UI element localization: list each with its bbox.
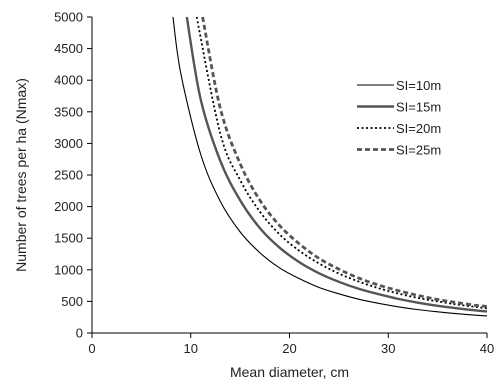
y-tick-label: 0 (76, 326, 83, 341)
y-tick-label: 500 (61, 294, 83, 309)
y-tick-label: 4000 (54, 73, 83, 88)
x-tick-label: 0 (88, 341, 95, 356)
y-tick-label: 2500 (54, 168, 83, 183)
series-line-4 (201, 16, 488, 308)
x-axis-title: Mean diameter, cm (230, 364, 349, 380)
y-tick-label: 1500 (54, 231, 83, 246)
legend-label-3: SI=20m (396, 121, 441, 136)
y-tick-label: 3500 (54, 104, 83, 119)
x-tick-label: 10 (184, 341, 198, 356)
series-line-1 (172, 16, 488, 317)
legend-label-2: SI=15m (396, 100, 441, 115)
plot-lines (172, 16, 488, 317)
series-line-3 (195, 16, 488, 310)
x-tick-label: 40 (480, 341, 494, 356)
series-line-2 (185, 16, 488, 313)
x-tick-label: 30 (381, 341, 395, 356)
y-tick-label: 2000 (54, 199, 83, 214)
x-ticks: 0 10 20 30 40 (88, 333, 494, 356)
y-tick-label: 1000 (54, 262, 83, 277)
x-tick-label: 20 (282, 341, 296, 356)
y-axis-title: Number of trees per ha (Nmax) (13, 78, 29, 272)
legend-label-1: SI=10m (396, 78, 441, 93)
y-tick-label: 3000 (54, 136, 83, 151)
legend: SI=10m SI=15m SI=20m SI=25m (357, 78, 441, 158)
y-tick-label: 5000 (54, 10, 83, 25)
y-ticks: 0 500 1000 1500 2000 2500 3000 3500 4000 4500 5000 (54, 10, 92, 341)
axes: 0 500 1000 1500 2000 2500 3000 3500 4000 4500 5000… (54, 10, 494, 357)
legend-label-4: SI=25m (396, 143, 441, 158)
y-tick-label: 4500 (54, 41, 83, 56)
